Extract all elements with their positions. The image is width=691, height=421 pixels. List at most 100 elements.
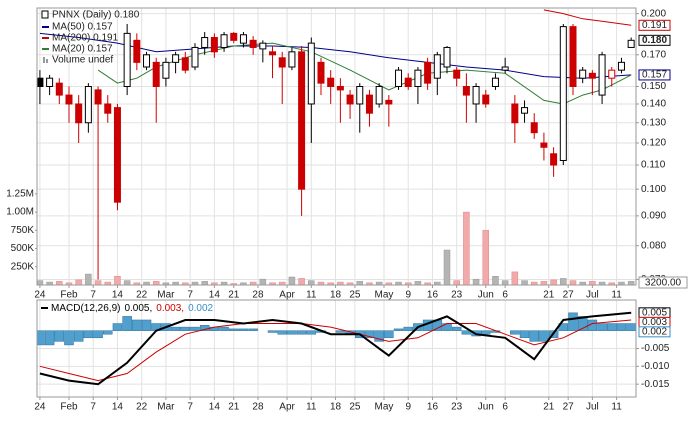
x-tick-label: 21	[228, 402, 240, 413]
candle-body	[433, 54, 441, 79]
candle-body	[521, 107, 529, 114]
histogram-bar	[296, 330, 307, 335]
volume-bar	[152, 281, 160, 285]
y-tick-label: -0.015	[641, 379, 670, 390]
x-tick-label: 9	[405, 290, 411, 301]
candle-body	[104, 103, 112, 114]
x-tick-label: 22	[136, 290, 148, 301]
x-tick-label: Apr	[279, 290, 295, 301]
histogram-bar	[510, 330, 520, 335]
histogram-bar	[180, 326, 191, 331]
histogram-bar	[607, 323, 617, 331]
volume-bar	[453, 280, 460, 285]
x-tick-label: 21	[543, 290, 555, 301]
y-tick-label: 0.150	[641, 81, 666, 92]
volume-bar	[133, 282, 141, 285]
histogram-bar	[73, 330, 84, 342]
candle-body	[346, 94, 354, 105]
histogram-bar	[481, 330, 491, 335]
y2-scale-label: 3200.00	[645, 278, 682, 289]
value-box-label: 0.005	[642, 307, 667, 318]
histogram-bar	[335, 330, 346, 333]
value-box-label: 0.180	[642, 35, 667, 46]
volume-bar	[346, 282, 354, 285]
y2-tick-label: 1.00M	[6, 207, 34, 218]
legend-label: MA(200) 0.191	[52, 33, 119, 44]
candle-body	[143, 54, 151, 68]
x-tick-label: 27	[563, 402, 575, 413]
candle-body	[336, 85, 344, 91]
candle-body	[491, 77, 499, 87]
x-tick-label: Feb	[60, 290, 78, 301]
volume-bar	[366, 282, 373, 285]
volume-bar	[288, 276, 296, 285]
legend-label: 0.003,	[156, 303, 184, 314]
x-tick-label: 16	[427, 290, 439, 301]
x-tick-label: 11	[306, 290, 317, 301]
candle-body	[375, 85, 383, 105]
candle-body	[356, 85, 364, 105]
volume-bar	[85, 273, 92, 285]
y-tick-label: 0.110	[641, 160, 666, 171]
x-tick-label: 16	[427, 402, 439, 413]
candle-body	[550, 153, 558, 166]
candle-body	[579, 69, 587, 79]
candle-body	[365, 94, 373, 114]
histogram-bar	[103, 330, 113, 335]
candle-body	[540, 142, 548, 148]
legend-swatch	[43, 57, 45, 63]
candle-body	[152, 61, 160, 87]
legend: MACD(12,26,9) 0.005, 0.003, 0.002	[51, 303, 214, 314]
volume-bar	[114, 276, 121, 285]
x-tick-label: 7	[187, 402, 193, 413]
candle-body	[113, 107, 121, 203]
candle-body	[210, 37, 218, 53]
volume-bar	[308, 280, 315, 285]
x-tick-label: 21	[543, 402, 555, 413]
x-tick-label: Jul	[586, 402, 599, 413]
y-tick-label: 0.140	[641, 99, 666, 110]
y-tick-label: -0.005	[641, 343, 670, 354]
candle-body	[298, 51, 306, 190]
histogram-bar	[616, 323, 627, 331]
histogram-bar	[64, 330, 74, 346]
histogram-bar	[374, 330, 384, 342]
candle-body	[94, 89, 102, 105]
legend-icon	[41, 10, 49, 19]
volume-bar	[37, 280, 44, 285]
candle-body	[588, 72, 596, 79]
x-tick-label: 25	[349, 290, 361, 301]
x-tick-label: Feb	[60, 402, 78, 413]
candle-body	[269, 51, 277, 56]
y2-tick-label: 250K	[11, 261, 35, 272]
volume-bar	[201, 281, 208, 285]
x-tick-label: May	[375, 402, 394, 413]
histogram-bar	[122, 316, 132, 331]
volume-bar	[298, 278, 305, 285]
value-box-label: 0.002	[642, 326, 667, 337]
volume-bar	[259, 278, 267, 285]
x-tick-label: 7	[90, 402, 96, 413]
volume-bar	[269, 282, 276, 285]
volume-bar	[162, 282, 170, 285]
candle-body	[75, 103, 83, 124]
candle-body	[239, 34, 247, 44]
x-tick-label: Mar	[157, 290, 175, 301]
legend-label: MACD(12,26,9)	[51, 303, 120, 314]
volume-bar	[123, 280, 131, 285]
candle-body	[559, 26, 567, 161]
candle-body	[162, 61, 170, 79]
volume-bar	[56, 281, 63, 285]
y-tick-label: 0.100	[641, 184, 666, 195]
x-tick-label: Jul	[586, 290, 599, 301]
candle-body	[327, 77, 335, 87]
histogram-bar	[287, 330, 297, 335]
x-tick-label: 14	[209, 402, 221, 413]
x-tick-label: 23	[451, 402, 463, 413]
panel-frame	[36, 299, 637, 398]
volume-bar	[75, 279, 82, 285]
y2-tick-label: 1.25M	[6, 189, 34, 200]
macd-line	[39, 319, 632, 382]
y-tick-label: 0.200	[641, 8, 666, 19]
